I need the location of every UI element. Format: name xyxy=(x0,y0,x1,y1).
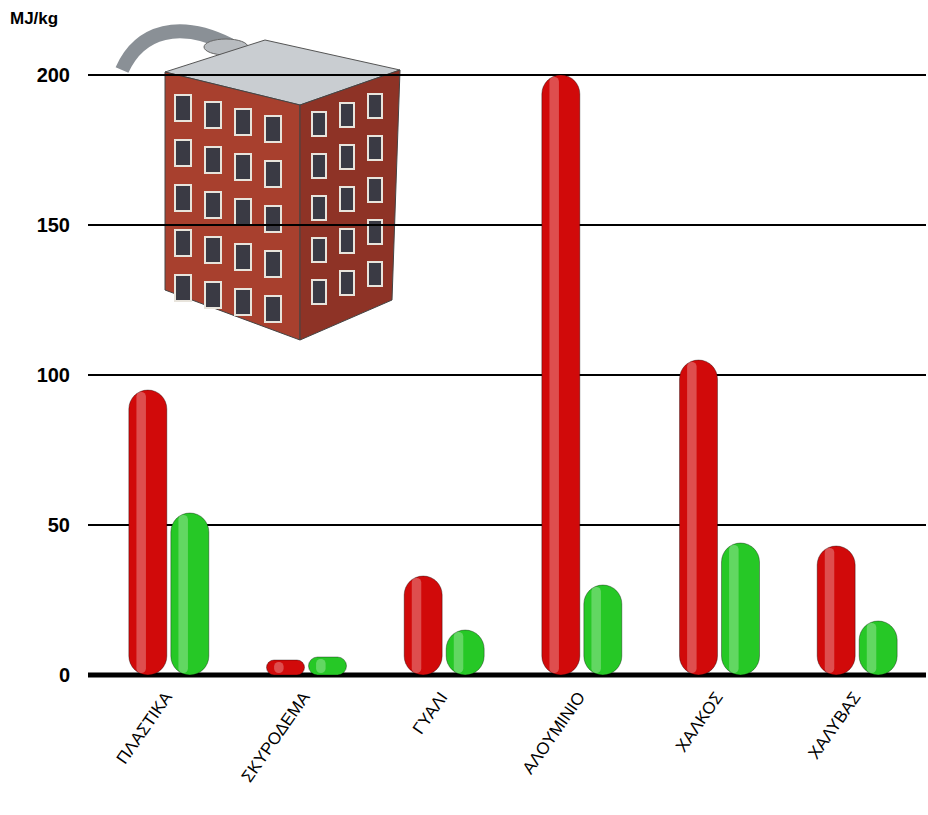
window xyxy=(340,187,354,211)
window xyxy=(265,251,281,277)
bar xyxy=(542,75,580,675)
y-tick-label: 200 xyxy=(37,64,70,86)
bar-highlight xyxy=(867,623,877,673)
window xyxy=(340,271,354,295)
bar-highlight xyxy=(549,77,559,673)
window xyxy=(265,296,281,322)
window xyxy=(368,262,382,286)
window xyxy=(235,244,251,270)
y-tick-label: 0 xyxy=(59,664,70,686)
window xyxy=(205,102,221,128)
window xyxy=(368,220,382,244)
x-tick-label: ΓΥΑΛΙ xyxy=(409,688,451,737)
window xyxy=(368,94,382,118)
window xyxy=(205,147,221,173)
bar-highlight xyxy=(178,515,188,673)
x-tick-label: ΧΑΛΥΒΑΣ xyxy=(805,688,865,762)
window xyxy=(340,229,354,253)
bar-highlight xyxy=(591,587,601,673)
baseline xyxy=(88,673,926,678)
window xyxy=(235,109,251,135)
y-tick-label: 50 xyxy=(48,514,70,536)
window xyxy=(175,140,191,166)
x-tick-label: ΑΛΟΥΜΙΝΙΟ xyxy=(519,688,589,777)
front-wall xyxy=(165,72,300,340)
bar-highlight xyxy=(316,659,326,673)
window xyxy=(205,282,221,308)
building-illustration xyxy=(122,31,400,340)
window xyxy=(265,116,281,142)
bar xyxy=(722,543,760,675)
window xyxy=(312,154,326,178)
bar-highlight xyxy=(274,662,284,673)
window xyxy=(368,178,382,202)
grid-line xyxy=(88,74,926,76)
window xyxy=(368,136,382,160)
grid-line xyxy=(88,524,926,526)
bar-highlight xyxy=(454,632,464,673)
bar-highlight xyxy=(136,392,146,673)
side-wall xyxy=(300,70,400,340)
y-tick-label: 150 xyxy=(37,214,70,236)
grid-line xyxy=(88,224,926,226)
y-axis-title: MJ/kg xyxy=(10,9,58,28)
window xyxy=(175,275,191,301)
x-tick-label: ΣΚΥΡΟΔΕΜΑ xyxy=(238,688,315,786)
bar xyxy=(171,513,209,675)
bar xyxy=(584,585,622,675)
window xyxy=(340,145,354,169)
grid-line xyxy=(88,374,926,376)
window xyxy=(205,192,221,218)
bar xyxy=(817,546,855,675)
window xyxy=(265,161,281,187)
bar-highlight xyxy=(687,362,697,673)
window xyxy=(312,112,326,136)
window xyxy=(312,280,326,304)
y-tick-label: 100 xyxy=(37,364,70,386)
bar xyxy=(680,360,718,675)
bars xyxy=(129,75,897,675)
window xyxy=(175,185,191,211)
x-tick-label: ΠΛΑΣΤΙΚΑ xyxy=(113,688,177,768)
window xyxy=(235,289,251,315)
bar xyxy=(309,657,347,675)
bar xyxy=(859,621,897,675)
bar xyxy=(129,390,167,675)
bar-highlight xyxy=(729,545,739,673)
window xyxy=(175,230,191,256)
window xyxy=(175,95,191,121)
bar xyxy=(446,630,484,675)
window xyxy=(312,196,326,220)
bar-highlight xyxy=(825,548,835,673)
window xyxy=(265,206,281,232)
window xyxy=(205,237,221,263)
x-tick-label: ΧΑΛΚΟΣ xyxy=(672,688,727,755)
bar-highlight xyxy=(412,578,422,673)
chart: 0 50 100 150 200 MJ/kg ΠΛΑΣΤΙΚΑ ΣΚΥΡΟΔΕΜΑ ΓΥΑΛΙ Α… xyxy=(0,0,928,815)
window xyxy=(235,154,251,180)
window xyxy=(235,199,251,225)
bar xyxy=(404,576,442,675)
window xyxy=(312,238,326,262)
window xyxy=(340,103,354,127)
bar xyxy=(267,660,305,675)
